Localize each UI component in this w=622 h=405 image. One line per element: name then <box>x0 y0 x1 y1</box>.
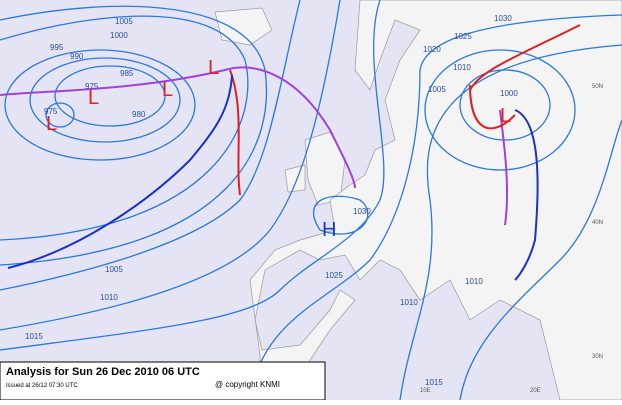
isobar-label: 1030 <box>353 207 371 216</box>
isobar-label: 990 <box>70 52 84 61</box>
lon-label: 20E <box>530 388 541 394</box>
grid-labels: 50N 40N 30N 10E 20E <box>420 84 603 394</box>
isobar <box>399 44 622 401</box>
isobar <box>4 49 196 161</box>
warm-front <box>469 24 581 91</box>
isobar <box>249 14 622 401</box>
isobar-label: 1010 <box>400 298 418 307</box>
lat-label: 40N <box>592 220 603 226</box>
caption-box: Analysis for Sun 26 Dec 2010 06 UTC Issu… <box>0 361 326 401</box>
isobar-label: 1000 <box>500 89 518 98</box>
warm-front <box>229 69 241 196</box>
isobar-label: 1025 <box>454 32 472 41</box>
isobar <box>29 57 181 143</box>
isobar-label: 1015 <box>425 378 443 387</box>
isobar-label: 1015 <box>25 332 43 341</box>
isobar <box>0 15 249 241</box>
europe <box>249 0 622 401</box>
isobar-label: 1010 <box>465 277 483 286</box>
isobar-label: 1010 <box>453 63 471 72</box>
low: L <box>162 79 173 101</box>
isobar <box>312 195 369 235</box>
fronts <box>0 24 581 281</box>
high: H <box>322 219 336 241</box>
low: L <box>88 87 99 109</box>
occluded-front <box>0 66 356 189</box>
lat-label: 50N <box>592 84 603 90</box>
centers: L L L L L H <box>46 57 511 241</box>
copyright: @ copyright KNMI <box>215 380 280 389</box>
low: L <box>46 113 57 135</box>
low: L <box>208 57 219 79</box>
title: Analysis for Sun 26 Dec 2010 06 UTC <box>6 366 200 378</box>
isobar <box>54 65 166 127</box>
isobar-label: 1030 <box>494 14 512 23</box>
issued: Issued at 26/12 07:30 UTC <box>6 383 78 389</box>
isobar-label: 1020 <box>423 45 441 54</box>
isobar-label: 975 <box>44 107 58 116</box>
iceland <box>214 7 273 46</box>
ireland <box>284 164 306 193</box>
isobar <box>459 119 622 401</box>
isobar <box>0 0 341 331</box>
cold-front <box>514 109 539 281</box>
occluded-front <box>499 109 509 226</box>
isobar-label: 1000 <box>110 31 128 40</box>
isobar-label: 985 <box>120 69 134 78</box>
isobar-label: 1005 <box>428 85 446 94</box>
isobar-label: 980 <box>132 110 146 119</box>
cold-front <box>7 74 233 269</box>
isobar-label: 995 <box>50 43 64 52</box>
isobar-label: 1005 <box>105 265 123 274</box>
warm-front <box>469 84 516 130</box>
isobar <box>459 69 551 141</box>
caption-bg <box>0 361 326 401</box>
isobar <box>45 102 75 128</box>
lat-label: 30N <box>592 354 603 360</box>
land <box>214 0 622 401</box>
isobar-label: 1010 <box>100 293 118 302</box>
low: L <box>500 105 511 127</box>
isobar-label: 1025 <box>325 271 343 280</box>
lon-label: 10E <box>420 388 431 394</box>
isobar-labels: 1005 1000 995 990 985 975 975 980 1030 1… <box>25 14 518 387</box>
isobar-label: 975 <box>85 82 99 91</box>
isobar <box>0 0 385 351</box>
isobar-label: 1005 <box>115 17 133 26</box>
isobar <box>424 49 576 171</box>
